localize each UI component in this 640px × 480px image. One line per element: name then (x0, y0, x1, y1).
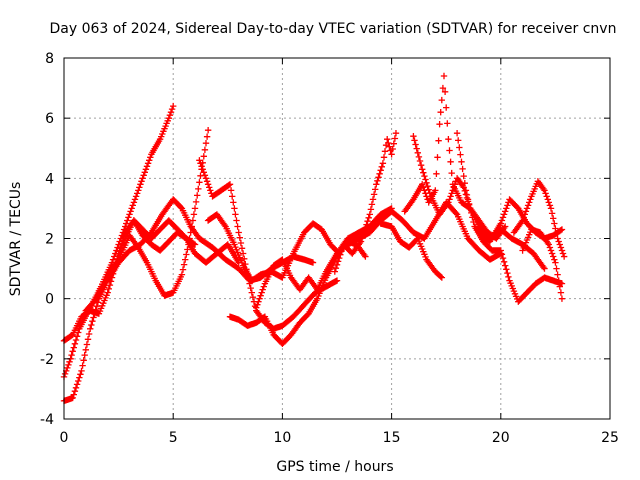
grid-lines (64, 58, 610, 419)
x-tick-label: 0 (60, 430, 69, 446)
x-tick-label: 20 (492, 430, 510, 446)
series-track (377, 220, 446, 281)
x-tick-label: 5 (169, 430, 178, 446)
chart-title: Day 063 of 2024, Sidereal Day-to-day VTE… (50, 21, 617, 37)
y-tick-label: 2 (45, 232, 54, 248)
series-markers (115, 217, 242, 266)
y-tick-label: 8 (45, 51, 54, 67)
y-tick-label: 6 (45, 111, 54, 127)
series-markers (253, 205, 395, 311)
x-axis-label: GPS time / hours (276, 459, 393, 475)
x-tick-label: 10 (273, 430, 291, 446)
y-axis-ticks: -4 -2 0 2 4 6 8 (40, 51, 610, 428)
y-tick-label: 4 (45, 171, 54, 187)
y-tick-label: -4 (40, 412, 54, 428)
series-track (510, 178, 568, 260)
series-markers (510, 178, 568, 260)
series-markers (344, 199, 504, 263)
series-markers (519, 226, 566, 302)
x-axis-ticks: 0 5 10 15 20 25 (60, 58, 619, 446)
series-markers (377, 220, 446, 281)
y-tick-label: -2 (40, 352, 54, 368)
series-track (519, 226, 566, 302)
series-track (204, 211, 343, 284)
series-track (82, 127, 212, 314)
y-tick-label: 0 (45, 292, 54, 308)
series-track (344, 199, 504, 263)
x-tick-label: 15 (383, 430, 401, 446)
x-tick-label: 25 (601, 430, 619, 446)
series-track (253, 205, 395, 311)
series-markers (204, 211, 343, 284)
y-axis-label: SDTVAR / TECUs (8, 182, 24, 297)
series-track (115, 217, 242, 266)
series-markers (82, 127, 212, 314)
